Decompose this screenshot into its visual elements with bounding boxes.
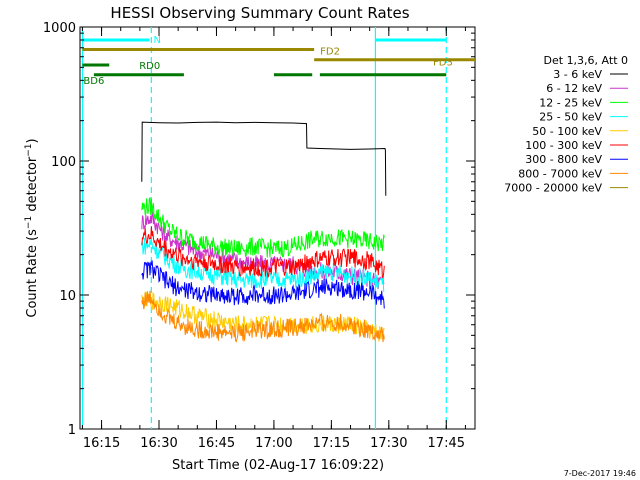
- legend-label: 300 - 800 keV: [525, 153, 602, 166]
- y-tick-label: 100: [51, 155, 76, 170]
- legend-label: 7000 - 20000 keV: [504, 182, 602, 195]
- legend-title: Det 1,3,6, Att 0: [544, 54, 628, 67]
- y-tick-label: 10: [59, 289, 76, 304]
- series-line: [141, 197, 385, 258]
- legend-label: 6 - 12 keV: [546, 82, 602, 95]
- x-tick-label: 16:15: [83, 436, 120, 451]
- observing-annotations: N FD2 FD3 RD0 BD6: [82, 35, 475, 87]
- x-axis-ticks: 16:15 16:30 16:45 17:00 17:15 17:30 17:45: [81, 27, 466, 451]
- annotation-label-fd3: FD3: [433, 58, 453, 69]
- annotation-label-bd6: BD6: [83, 76, 104, 87]
- y-axis-label: Count Rate (s−1 detector−1): [24, 138, 40, 317]
- interval-lines: [81, 27, 447, 429]
- series-line: [141, 121, 387, 196]
- series-line: [141, 290, 385, 343]
- legend-label: 100 - 300 keV: [525, 139, 602, 152]
- annotation-label-fd2: FD2: [320, 46, 340, 57]
- plot-frame: [79, 26, 476, 430]
- y-axis-ticks: 1 10 100 1000: [43, 21, 475, 438]
- x-axis-label: Start Time (02-Aug-17 16:09:22): [172, 458, 384, 473]
- series-line: [141, 226, 385, 279]
- legend-label: 50 - 100 keV: [532, 125, 602, 138]
- annotation-label-rd0: RD0: [139, 61, 160, 72]
- x-tick-label: 16:45: [198, 436, 235, 451]
- data-series: [141, 121, 387, 343]
- annotation-label-n: N: [153, 35, 160, 46]
- chart-title: HESSI Observing Summary Count Rates: [110, 4, 409, 22]
- series-line: [141, 238, 385, 292]
- x-tick-label: 17:00: [255, 436, 292, 451]
- legend-label: 25 - 50 keV: [539, 111, 602, 124]
- legend-label: 800 - 7000 keV: [518, 167, 602, 180]
- x-tick-label: 17:45: [428, 436, 465, 451]
- y-tick-label: 1000: [43, 21, 76, 36]
- generation-timestamp: 7-Dec-2017 19:46: [564, 469, 636, 478]
- y-tick-label: 1: [68, 423, 76, 438]
- series-line: [141, 260, 385, 309]
- x-tick-label: 16:30: [140, 436, 177, 451]
- series-line: [141, 291, 385, 342]
- x-tick-label: 17:15: [313, 436, 350, 451]
- x-tick-label: 17:30: [370, 436, 407, 451]
- legend-label: 3 - 6 keV: [553, 68, 602, 81]
- legend-label: 12 - 25 keV: [539, 96, 602, 109]
